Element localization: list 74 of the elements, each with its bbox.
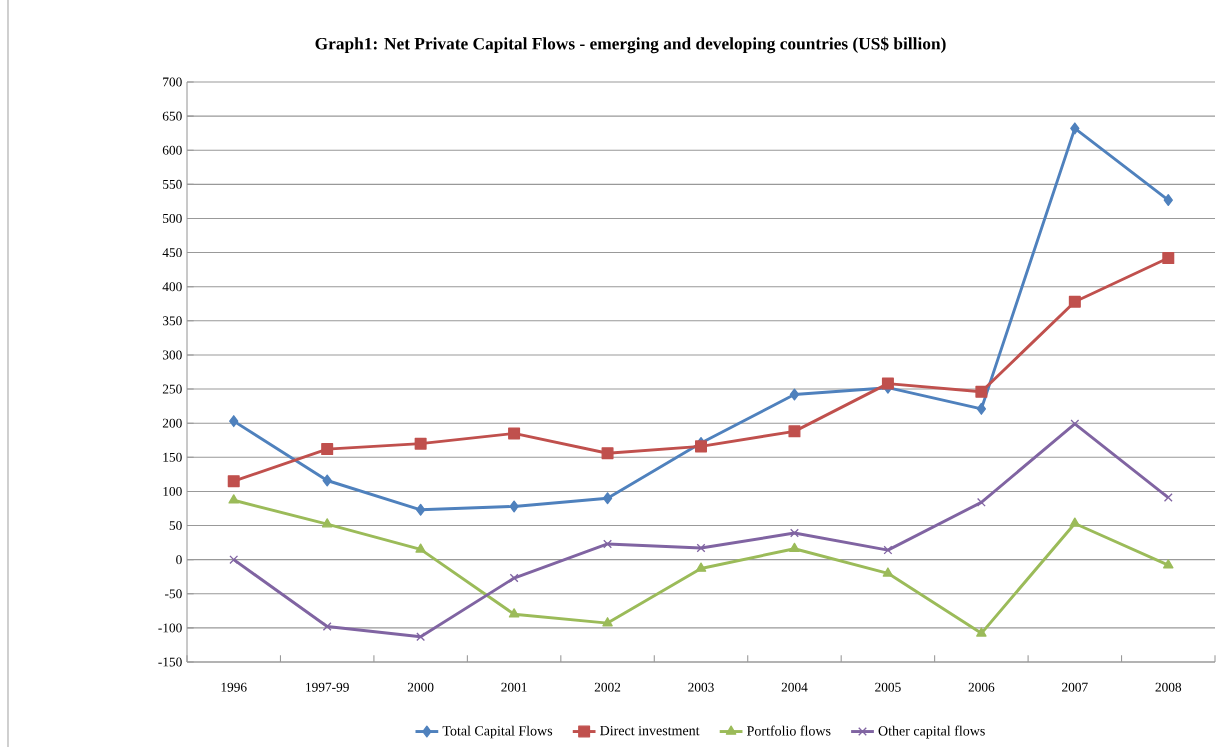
- chart-title: Graph1: Net Private Capital Flows - emerging and developing countries (US$ billion): [315, 36, 946, 54]
- x-tick-label: 2001: [501, 682, 527, 692]
- point: [321, 518, 333, 528]
- point: [695, 562, 707, 572]
- point: [321, 443, 334, 456]
- y-tick-label: 700: [163, 77, 182, 87]
- y-tick-label: 0: [176, 555, 182, 565]
- y-tick-label: 350: [162, 316, 182, 326]
- point: [229, 415, 239, 428]
- x-tick-label: 2005: [875, 682, 901, 692]
- y-tick-label: 650: [162, 111, 182, 121]
- point: [1162, 559, 1174, 569]
- x-tick-label: 1996: [221, 682, 247, 692]
- x-tick-label: 2008: [1155, 682, 1182, 692]
- x-tick-label: 2004: [781, 682, 808, 692]
- legend-label: Other capital flows: [878, 725, 985, 739]
- point: [976, 627, 987, 637]
- point: [1070, 122, 1080, 135]
- point: [789, 542, 800, 553]
- point: [1163, 493, 1173, 502]
- point: [415, 503, 426, 516]
- point: [882, 567, 894, 577]
- point: [1163, 194, 1173, 207]
- point: [508, 427, 521, 440]
- y-tick-label: 250: [162, 384, 182, 394]
- point: [975, 385, 988, 398]
- x-tick-label: 2002: [594, 682, 621, 692]
- point: [602, 492, 613, 505]
- point: [603, 539, 612, 549]
- point: [881, 377, 894, 390]
- point: [228, 494, 240, 504]
- point: [883, 545, 893, 555]
- point: [509, 500, 519, 513]
- legend-label: Direct investment: [600, 725, 700, 736]
- x-tick-label: 1997-99: [306, 682, 349, 692]
- x-tick-label: 2006: [968, 682, 995, 692]
- point: [416, 632, 426, 642]
- x-tick-label: 2003: [688, 682, 714, 692]
- y-tick-label: 600: [162, 145, 182, 155]
- legend-label: Total Capital Flows: [442, 725, 553, 739]
- point: [788, 425, 801, 438]
- point: [227, 475, 240, 488]
- point: [322, 622, 332, 631]
- y-tick-label: 300: [162, 350, 182, 360]
- y-tick-label: 200: [162, 418, 182, 428]
- y-tick-label: 50: [169, 521, 182, 531]
- point: [415, 543, 426, 553]
- x-tick-label: 2000: [407, 682, 434, 692]
- y-tick-label: 550: [163, 179, 182, 189]
- point: [602, 617, 613, 627]
- point: [509, 573, 519, 583]
- y-tick-label: 400: [162, 282, 182, 292]
- y-tick-label: 450: [162, 248, 182, 258]
- point: [976, 402, 987, 415]
- point: [322, 474, 332, 487]
- legend-label: Portfolio flows: [746, 725, 831, 736]
- y-tick-label: 100: [163, 486, 182, 496]
- y-tick-label: 500: [163, 213, 182, 223]
- x-tick-label: 2007: [1062, 682, 1088, 692]
- point: [696, 543, 706, 553]
- point: [508, 608, 520, 618]
- y-tick-label: 150: [163, 452, 182, 462]
- y-tick-label: -50: [165, 589, 182, 599]
- point: [1068, 295, 1081, 308]
- point: [601, 447, 614, 460]
- y-tick-label: -100: [158, 623, 182, 633]
- point: [229, 555, 239, 565]
- point: [695, 440, 708, 453]
- point: [789, 388, 800, 401]
- point: [414, 437, 427, 450]
- y-tick-label: -150: [158, 657, 182, 667]
- point: [790, 528, 799, 538]
- point: [1162, 252, 1175, 265]
- point: [976, 497, 986, 507]
